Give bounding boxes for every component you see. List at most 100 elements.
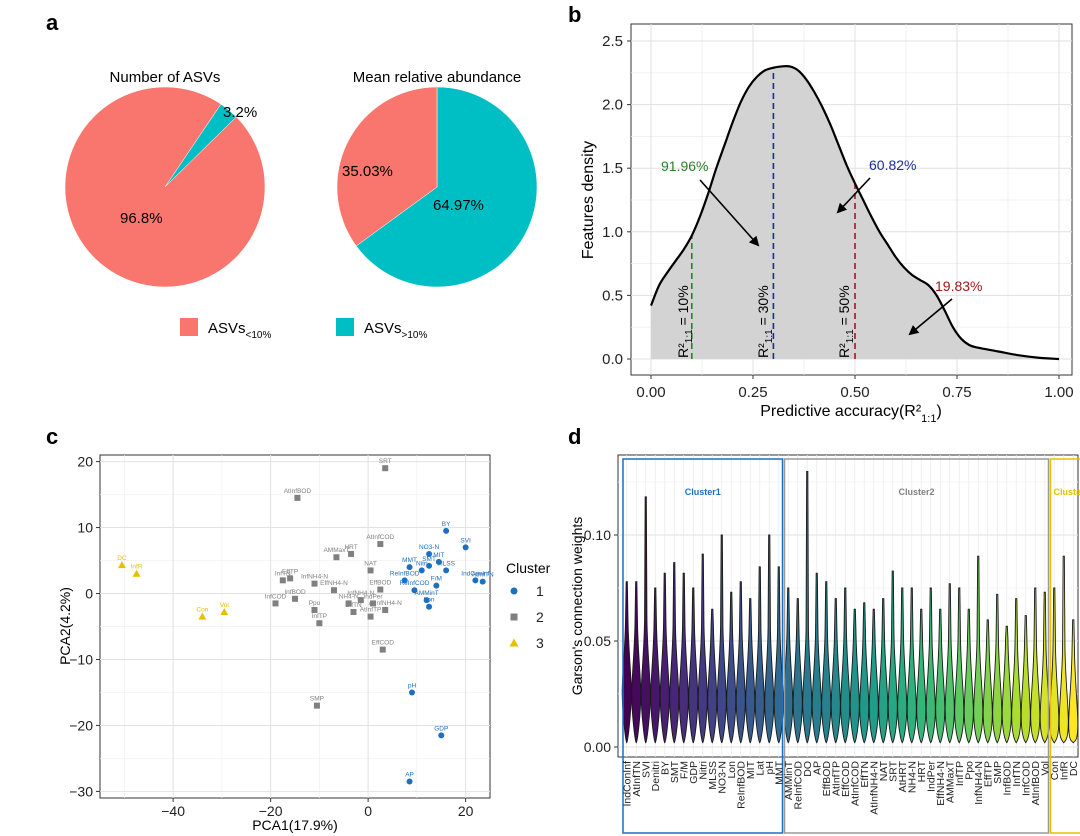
violin-category-label: InfTN — [1011, 761, 1023, 787]
density-xlabel-main: Predictive accuracy(R² — [760, 403, 922, 420]
violin-14 — [745, 598, 756, 744]
scatter-point-cluster2 — [357, 597, 364, 604]
legend-swatch-above-10 — [336, 318, 354, 336]
scatter-point-label: InfNH4-N — [347, 590, 374, 597]
violin-category-label: SMP — [992, 761, 1004, 784]
density-threshold-lines — [690, 67, 856, 359]
pie-left-label-minor: 3.2% — [223, 104, 257, 121]
scatter-point-label: Lon — [424, 597, 435, 604]
scatter-point-label: SVI — [460, 537, 471, 544]
violin-category-label: MMT — [773, 760, 785, 784]
violin-10 — [707, 608, 718, 744]
violin-13 — [735, 581, 746, 744]
legend-sub-below-10: <10% — [246, 330, 272, 341]
violin-category-label: InfBOD — [1001, 761, 1013, 796]
density-curve — [649, 65, 1060, 361]
violin-category-label: SVI — [640, 761, 652, 778]
violin-category-label: AtInfNH4-N — [868, 761, 880, 815]
density-xlabel-end: ) — [936, 403, 941, 420]
violin-category-label: F/M — [678, 761, 690, 779]
cluster-box-2 — [783, 458, 1050, 834]
scatter-point-label: SMP — [310, 696, 324, 703]
legend-marker-cluster1 — [510, 587, 518, 595]
panel-c-scatter: DC InfR Con Vol SRT AtInfBOD AtInfCOD HRTAMMaxT… — [57, 454, 551, 833]
violin-16 — [764, 534, 775, 744]
scatter-point-cluster1 — [462, 544, 469, 551]
violin-category-label: AtInfTP — [830, 761, 842, 796]
scatter-point-cluster2 — [313, 702, 320, 709]
density-xtick-label: 0.00 — [636, 384, 665, 401]
scatter-point-cluster1 — [435, 558, 442, 565]
violin-30 — [897, 587, 908, 744]
violin-12 — [726, 591, 737, 744]
density-ytick-label: 0.5 — [602, 287, 623, 304]
violin-15 — [754, 566, 765, 744]
violin-category-label: AtInfBOD — [1030, 761, 1042, 806]
violin-category-label: MLSS — [707, 761, 719, 790]
density-xtick-label: 0.25 — [738, 384, 767, 401]
legend-marker-cluster2 — [510, 613, 518, 621]
scatter-point-label: InfTN — [275, 570, 291, 577]
scatter-point-cluster1 — [479, 578, 486, 585]
violin-category-label: Vol — [1039, 761, 1051, 776]
scatter-point-label: AtInfTP — [360, 607, 382, 614]
violin-21 — [811, 572, 822, 744]
density-ytick-label: 2.5 — [602, 33, 623, 50]
thresh-label-50-sub: 1:1 — [845, 329, 856, 343]
density-area — [651, 66, 1059, 359]
violin-category-label: IndPer — [925, 760, 937, 791]
violin-31 — [906, 587, 917, 744]
violin-category-label: ReInfBOD — [735, 761, 747, 809]
violin-ylabel: Garson's connection weights — [569, 517, 585, 696]
scatter-point-cluster1 — [406, 564, 413, 571]
legend-label-below-10: ASVs — [208, 320, 246, 337]
scatter-point-cluster2 — [287, 575, 294, 582]
scatter-point-label: EffTN — [345, 602, 362, 609]
violin-cluster-boxes: Cluster1 Cluster2 Cluster3 — [622, 458, 1080, 834]
scatter-point-label: InfCOD — [265, 593, 287, 600]
scatter-point-label: AtInfBOD — [284, 488, 312, 495]
scatter-point-label: SMT — [422, 556, 436, 563]
scatter-point-label: Con — [196, 607, 208, 614]
violin-category-label: AtHRT — [897, 760, 909, 792]
scatter-point-cluster1 — [423, 597, 430, 604]
scatter-point-cluster2 — [333, 554, 340, 561]
scatter-point-label: IndPer — [363, 593, 383, 600]
density-ytick-label: 0.0 — [602, 351, 623, 368]
scatter-point-label: BY — [442, 521, 451, 528]
scatter-point-cluster2 — [294, 494, 301, 501]
violin-category-label: AP — [811, 761, 823, 775]
violin-24 — [840, 587, 851, 744]
pie-left-label-major: 96.8% — [120, 210, 163, 227]
violin-2 — [631, 581, 642, 744]
scatter-point-label: pH — [408, 682, 417, 689]
scatter-point-cluster2 — [311, 607, 318, 614]
scatter-point-cluster1 — [426, 603, 433, 610]
thresh-label-10-main: R² — [675, 343, 691, 358]
violin-23 — [830, 598, 841, 744]
scatter-point-cluster2 — [292, 595, 298, 602]
violin-42 — [1011, 598, 1022, 744]
scatter-point-label: Vol — [220, 602, 230, 609]
scatter-point-label: MIT — [433, 552, 444, 559]
violin-category-labels: IndConInfAtInfTNSVIDenitriBYSMTF/MGDPNit… — [621, 760, 1080, 814]
panel-letter-d: d — [568, 424, 581, 449]
violin-category-label: AMMaxT — [944, 760, 956, 803]
thresh-label-30-main: R² — [755, 343, 771, 358]
scatter-point-label: InfR — [131, 564, 143, 571]
thresh-label-10-sub: 1:1 — [684, 329, 695, 343]
scatter-point-label: EffBOD — [369, 580, 391, 587]
panel-d-violin: 0.00 0.05 0.10 Cluster1 Cluster2 Cluster3 In… — [569, 454, 1080, 834]
scatter-point-cluster2 — [367, 613, 374, 620]
density-axes: 0.00 0.25 0.50 0.75 1.00 0.0 0.5 1.0 1.5 2.0 2.5 — [602, 33, 1073, 401]
thresh-label-50-main: R² — [836, 343, 852, 358]
scatter-point-label: InfBOD — [284, 589, 306, 596]
pie-right-slice-2 — [336, 86, 438, 247]
scatter-ytick-label: −10 — [69, 651, 93, 667]
violin-category-label: Nitri — [697, 761, 709, 780]
panel-letter-b: b — [568, 2, 581, 27]
violin-category-label: DC — [1068, 761, 1080, 777]
scatter-point-label: AtInfTN — [472, 572, 494, 579]
scatter-legend: 1 2 3 — [509, 583, 544, 651]
